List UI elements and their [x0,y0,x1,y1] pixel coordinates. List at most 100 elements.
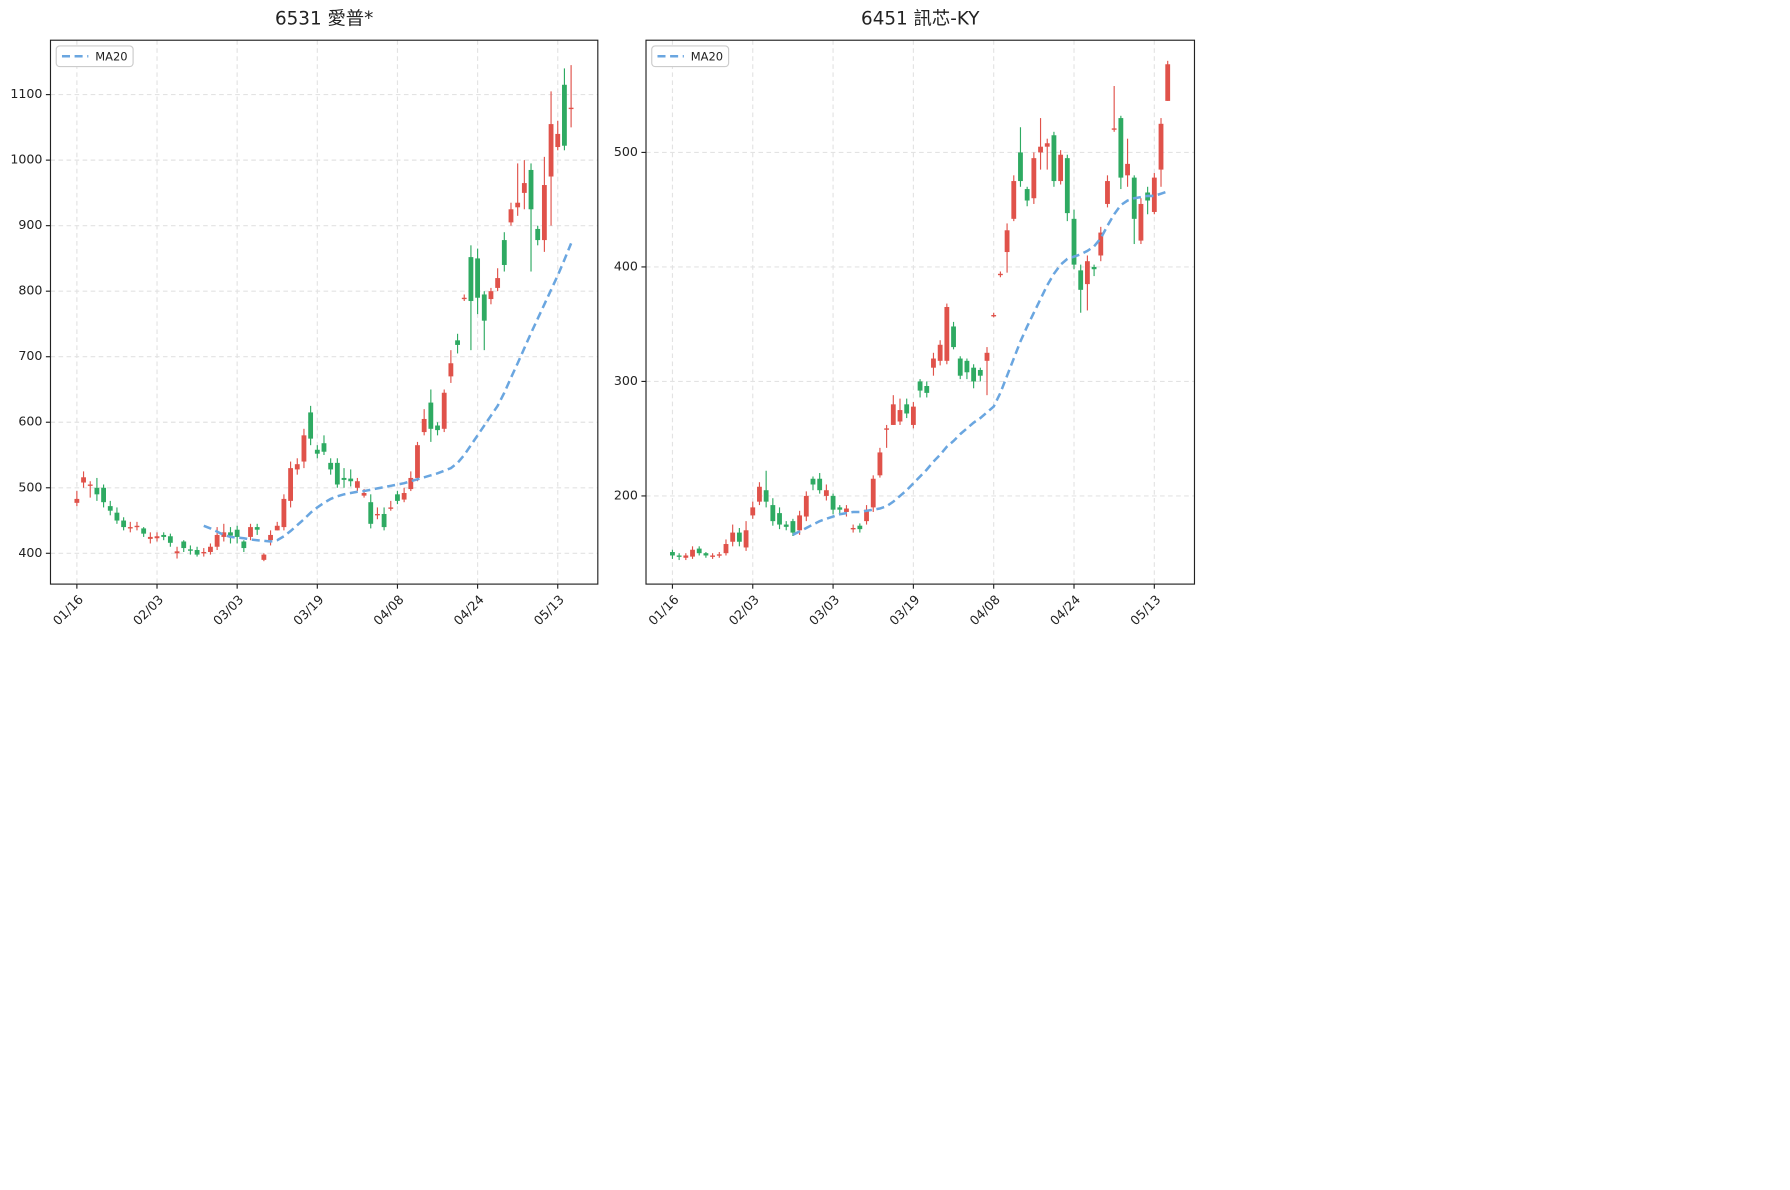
candle-body [114,512,120,521]
x-tick-label: 03/19 [886,592,922,628]
candle-body [917,381,923,391]
candle-body [770,505,776,522]
candle-body [1165,64,1171,101]
y-tick-label: 300 [614,373,638,388]
plot-frame [645,39,1196,585]
candle-body [1024,189,1030,201]
y-tick-label: 800 [18,283,42,298]
candle-body [757,486,762,502]
candle-body [541,185,547,241]
candle-body [823,490,829,496]
candle-body [723,544,729,554]
candle-body [944,307,950,361]
candle-body [174,551,180,554]
candle-body [777,513,782,525]
candle-body [334,462,340,485]
candle-body [690,549,695,557]
x-tick-label: 04/08 [967,592,1003,628]
y-tick-label: 600 [18,414,42,429]
candle-body [964,360,970,373]
candle-body [850,527,856,530]
x-tick-label: 03/19 [290,592,326,628]
candle-body [127,527,133,529]
candle-body [683,555,689,558]
candle-body [1098,232,1104,256]
candle-body [121,520,127,528]
candle-body [1031,158,1037,199]
candle-body [81,477,86,483]
candle-body [141,528,147,534]
candle-body [341,477,347,480]
candle-body [167,536,173,543]
candle-body [810,478,816,485]
candle-body [1058,154,1064,182]
legend-box [651,45,730,68]
x-tick-label: 02/03 [726,592,762,628]
candle-body [181,541,187,549]
y-tick-label: 500 [18,479,42,494]
candle-body [1071,218,1077,265]
candle-body [562,84,567,146]
candle-body [101,487,106,503]
candle-body [884,428,890,430]
candle-body [528,169,534,210]
candle-body [448,363,454,377]
candle-body [495,278,501,288]
candle-body [154,536,160,539]
candle-body [1004,230,1010,253]
candle-body [984,352,990,361]
candle-body [1084,261,1090,285]
candle-body [548,124,554,177]
candle-body [997,273,1003,276]
candle-body [1038,146,1043,153]
candle-body [1091,266,1097,270]
candle-body [107,506,113,511]
x-tick-label: 04/24 [450,592,486,628]
candle-body [1105,181,1110,204]
candle-body [194,550,200,555]
candle-body [475,258,481,298]
x-tick-label: 03/03 [210,592,246,628]
candle-body [971,367,977,382]
y-tick-label: 400 [614,258,638,273]
candle-body [228,532,233,536]
chart-title: 6451 訊芯-KY [861,9,980,30]
candle-body [241,541,247,549]
y-tick-label: 1000 [10,152,42,167]
candle-body [501,240,507,265]
x-tick-label: 04/08 [370,592,406,628]
candle-body [521,183,527,193]
candle-body [308,412,314,439]
y-tick-label: 1100 [10,86,42,101]
candle-body [696,548,702,554]
candle-body [248,527,253,537]
legend-box [55,45,134,68]
candle-body [234,529,240,537]
candle-body [1078,270,1084,290]
candle-body [837,507,843,510]
candle-body [348,478,354,482]
candle-body [1051,135,1057,182]
candle-body [361,493,367,496]
candle-body [783,524,789,527]
candle-body [221,532,227,537]
candle-body [288,468,293,501]
panel: 6451 訊芯-KY 200 300 400 500 01/16 02/03 03/03 03/… [614,9,1196,628]
candle-body [354,481,360,488]
candle-body [161,534,167,537]
candle-body [441,392,447,429]
candle-body [328,462,334,470]
candle-body [1158,123,1164,170]
candle-body [864,509,869,522]
candle-body [817,478,823,491]
candle-body [388,507,394,509]
candle-body [951,326,956,348]
candle-body [703,553,709,556]
candle-body [1044,143,1050,147]
candle-body [736,532,742,542]
candle-body [790,521,796,533]
candle-body [1151,177,1157,212]
candle-body [208,546,213,552]
candle-body [87,484,93,486]
ma-line [203,242,573,543]
